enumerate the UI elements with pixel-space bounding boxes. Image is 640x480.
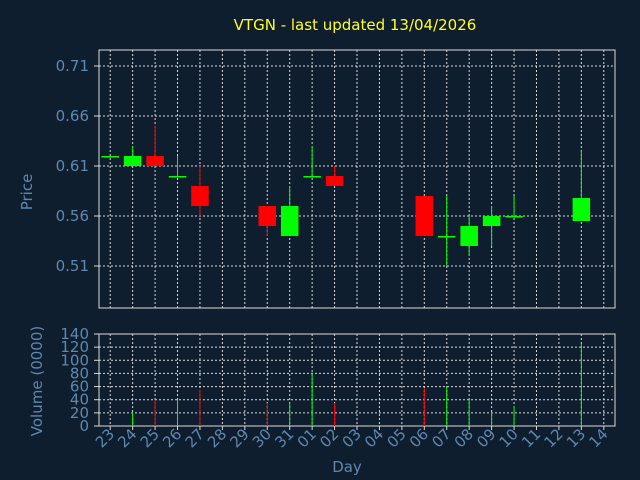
candle-body — [505, 216, 523, 218]
candle-body — [146, 156, 164, 166]
candle-body — [572, 198, 591, 221]
candle-body — [191, 186, 209, 206]
volume-tick-label: 20 — [70, 404, 89, 422]
candle-body — [325, 176, 344, 186]
candle-body — [101, 156, 119, 158]
volume-tick-label: 120 — [60, 338, 89, 356]
price-panel: 0.71 0.66 0.61 0.56 0.51 — [56, 49, 616, 309]
price-axis-label: Price — [18, 174, 36, 211]
candle-body — [280, 206, 299, 236]
price-tick-label: 0.51 — [56, 257, 89, 275]
price-tick-label: 0.56 — [56, 207, 89, 225]
x-axis-label: Day — [332, 458, 362, 476]
price-tick-label: 0.71 — [56, 57, 89, 75]
candle-body — [258, 206, 277, 226]
candle-body — [437, 236, 456, 238]
candle-body — [482, 216, 501, 226]
volume-panel: 0204060801001201402324252627282930310102… — [60, 325, 616, 451]
volume-axis-label: Volume (0000) — [28, 326, 46, 436]
volume-tick-label: 0 — [79, 417, 89, 435]
volume-tick-label: 140 — [60, 325, 89, 343]
volume-tick-label: 100 — [60, 351, 89, 369]
candle-body — [303, 176, 321, 178]
volume-tick-label: 60 — [70, 378, 89, 396]
price-tick-label: 0.61 — [56, 157, 89, 175]
candle-body — [460, 226, 478, 246]
candle-body — [415, 196, 434, 236]
candle-body — [168, 176, 187, 178]
price-tick-label: 0.66 — [56, 107, 89, 125]
price-frame — [98, 49, 616, 309]
x-tick-label: 14 — [585, 425, 611, 451]
volume-tick-label: 40 — [70, 391, 89, 409]
volume-tick-label: 80 — [70, 364, 89, 382]
chart-title: VTGN - last updated 13/04/2026 — [234, 16, 477, 34]
candle-body — [123, 156, 142, 166]
